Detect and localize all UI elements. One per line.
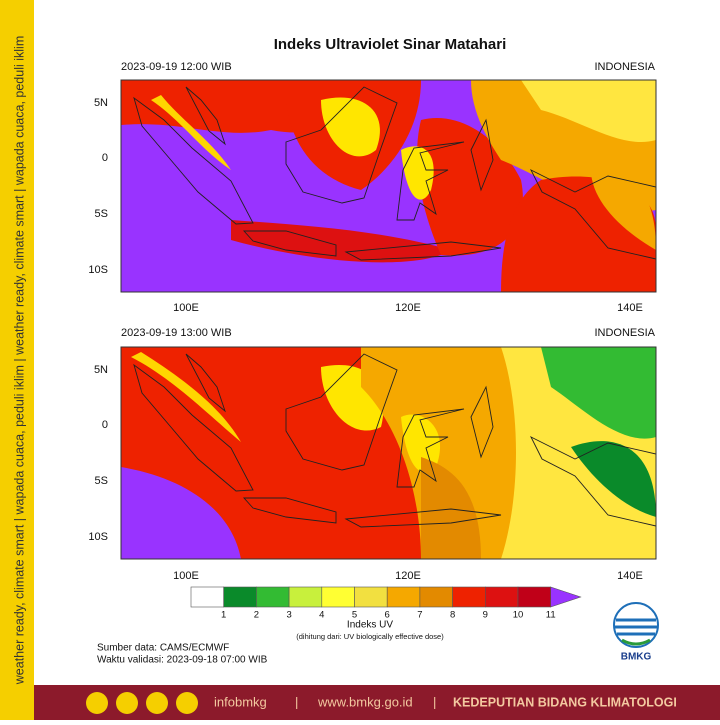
x-tick-label: 120E <box>395 302 421 314</box>
colorbar-box <box>484 586 519 608</box>
footer-separator: | <box>433 694 436 709</box>
colorbar-box <box>386 586 421 608</box>
y-tick-label: 5N <box>94 97 108 109</box>
colorbar-label: 4 <box>319 610 324 621</box>
social-icons <box>86 692 198 714</box>
sidebar-text: weather ready, climate smart | wapada cu… <box>12 36 26 685</box>
colorbar-note: (dihitung dari: UV biologically effectiv… <box>296 632 444 641</box>
y-tick-label: 5S <box>95 208 108 220</box>
colorbar-title: Indeks UV <box>347 620 393 631</box>
y-tick-label: 0 <box>102 419 108 431</box>
validation: Waktu validasi: 2023-09-18 07:00 WIB <box>97 655 268 666</box>
x-tick-label: 120E <box>395 570 421 582</box>
colorbar-box <box>256 586 290 608</box>
y-tick-label: 10S <box>88 264 108 276</box>
y-tick-label: 5S <box>95 475 108 487</box>
map-date: 2023-09-19 12:00 WIB <box>121 61 232 73</box>
colorbar-label: 3 <box>286 610 291 621</box>
uv-field <box>120 346 657 560</box>
x-tick-label: 140E <box>617 302 643 314</box>
footer-handle: infobmkg <box>214 694 267 709</box>
uv-field <box>120 79 657 293</box>
title: Indeks Ultraviolet Sinar Matahari <box>274 36 507 53</box>
colorbar-label: 2 <box>254 610 259 621</box>
logo-text: BMKG <box>621 652 652 663</box>
x-tick-label: 100E <box>173 302 199 314</box>
logo: BMKG <box>613 602 659 663</box>
colorbar-label: 8 <box>450 610 455 621</box>
footer-office: KEDEPUTIAN BIDANG KLIMATOLOGI <box>453 695 677 709</box>
sidebar <box>0 0 34 720</box>
colorbar-label: 6 <box>385 610 390 621</box>
y-tick-label: 5N <box>94 364 108 376</box>
colorbar-box <box>419 586 453 608</box>
footer-website: www.bmkg.go.id <box>317 694 413 709</box>
colorbar-label: 5 <box>352 610 357 621</box>
y-tick-label: 10S <box>88 531 108 543</box>
footer-separator: | <box>295 694 298 709</box>
colorbar-label: 9 <box>483 610 488 621</box>
colorbar-box <box>321 586 355 608</box>
colorbar-box <box>452 586 486 608</box>
x-tick-label: 140E <box>617 570 643 582</box>
map: 2023-09-19 13:00 WIB INDONESIA 5N 0 5S 1… <box>88 327 657 582</box>
source: Sumber data: CAMS/ECMWF <box>97 643 229 654</box>
colorbar-box <box>354 586 388 608</box>
colorbar-box <box>288 586 323 608</box>
map-region: INDONESIA <box>594 327 655 339</box>
colorbar-box <box>517 586 552 608</box>
colorbar-arrow <box>550 586 582 608</box>
y-tick-label: 0 <box>102 152 108 164</box>
colorbar-label: 7 <box>417 610 422 621</box>
colorbar: 1 2 3 4 5 6 7 8 9 10 11 <box>190 586 582 621</box>
map-region: INDONESIA <box>594 61 655 73</box>
colorbar-box <box>223 586 257 608</box>
colorbar-box <box>190 586 225 608</box>
colorbar-label: 11 <box>546 610 556 621</box>
map-date: 2023-09-19 13:00 WIB <box>121 327 232 339</box>
x-tick-label: 100E <box>173 570 199 582</box>
colorbar-label: 10 <box>513 610 524 621</box>
map: 2023-09-19 12:00 WIB INDONESIA 5N 0 5S 1… <box>88 61 657 314</box>
colorbar-label: 1 <box>221 610 226 621</box>
